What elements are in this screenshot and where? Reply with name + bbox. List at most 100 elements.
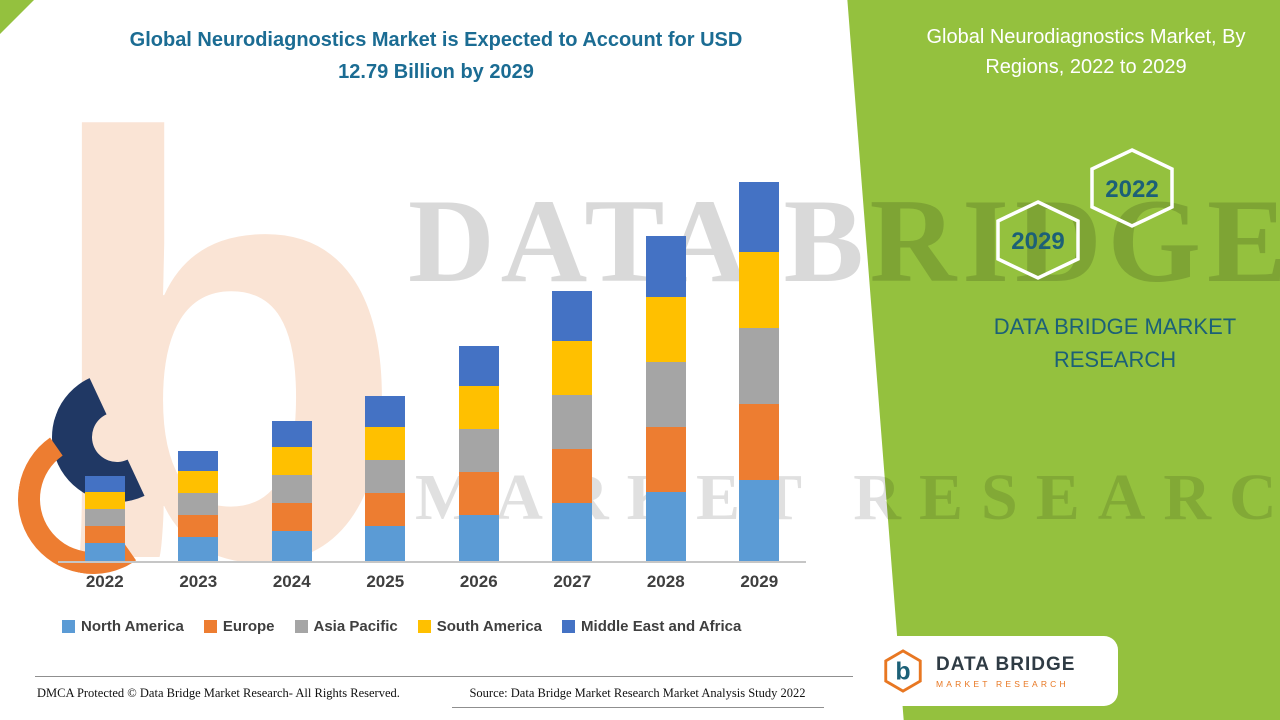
bar-column-2027 [526, 183, 620, 561]
bar-segment-south-america [271, 447, 312, 475]
bar-segment-middle-east-and-africa [365, 396, 406, 427]
footer-divider [35, 676, 853, 677]
legend-label: Middle East and Africa [581, 618, 742, 635]
bar-segment-middle-east-and-africa [271, 421, 312, 447]
x-axis-label: 2023 [179, 572, 218, 591]
dbmr-logo-icon: b [884, 649, 922, 693]
bar-column-2026 [432, 183, 526, 561]
bar-segment-north-america [739, 480, 780, 561]
year-badge-2029: 2029 [1011, 228, 1064, 255]
x-axis-label: 2025 [366, 572, 405, 591]
bar-segment-europe [178, 515, 219, 537]
legend-label: South America [436, 618, 543, 635]
legend-item: Europe [203, 618, 275, 635]
legend-item: South America [417, 618, 543, 635]
chart-title-line1: Global Neurodiagnostics Market is Expect… [129, 29, 743, 51]
stacked-bar-2027 [552, 291, 593, 561]
legend-swatch [294, 620, 308, 633]
bar-segment-europe [645, 427, 686, 492]
chart-title-line2: 12.79 Billion by 2029 [338, 61, 534, 83]
logo-title: DATA BRIDGE [936, 653, 1076, 675]
year-badge-2022: 2022 [1105, 176, 1158, 203]
bar-segment-asia-pacific [552, 395, 593, 449]
bar-segment-middle-east-and-africa [645, 236, 686, 297]
legend-swatch [562, 620, 576, 633]
legend-item: Asia Pacific [294, 618, 398, 635]
bar-segment-europe [271, 503, 312, 531]
stacked-bar-2028 [645, 236, 686, 561]
stacked-bar-2022 [84, 476, 125, 561]
legend-label: Europe [222, 618, 275, 635]
legend-item: North America [62, 618, 184, 635]
x-axis-label: 2028 [646, 572, 685, 591]
bar-segment-south-america [365, 427, 406, 460]
x-axis-label: 2027 [553, 572, 592, 591]
source-note: Source: Data Bridge Market Research Mark… [469, 686, 806, 700]
bar-column-2023 [152, 183, 246, 561]
bar-column-2022 [58, 183, 152, 561]
bar-segment-north-america [84, 543, 125, 561]
logo-letter: b [895, 658, 910, 686]
bar-column-2029 [713, 182, 807, 561]
stacked-bar-2026 [458, 346, 499, 561]
bar-column-2028 [619, 183, 713, 561]
chart-title: Global Neurodiagnostics Market is Expect… [60, 24, 812, 88]
bar-segment-asia-pacific [178, 493, 219, 515]
bar-segment-south-america [552, 341, 593, 395]
bar-segment-north-america [645, 492, 686, 561]
hexagon-2029 [996, 200, 1080, 280]
brand-name: DATA BRIDGE MARKET RESEARCH [993, 314, 1237, 372]
bar-segment-middle-east-and-africa [552, 291, 593, 341]
stacked-bar-2024 [271, 421, 312, 561]
bar-segment-middle-east-and-africa [739, 182, 780, 252]
bar-segment-north-america [458, 515, 499, 561]
bar-segment-middle-east-and-africa [84, 476, 125, 492]
bar-segment-europe [739, 404, 780, 480]
bar-segment-north-america [178, 537, 219, 561]
bar-segment-europe [84, 526, 125, 543]
bar-column-2024 [245, 183, 339, 561]
bar-segment-asia-pacific [365, 460, 406, 493]
dbmr-logo-card: b DATA BRIDGE MARKET RESEARCH [866, 636, 1118, 706]
logo-text: DATA BRIDGE MARKET RESEARCH [936, 654, 1075, 689]
bar-segment-north-america [365, 526, 406, 561]
bar-segment-south-america [645, 297, 686, 362]
stacked-bar-2023 [178, 451, 219, 561]
bar-segment-north-america [552, 503, 593, 561]
source-underline [452, 707, 824, 708]
x-axis-label: 2026 [459, 572, 498, 591]
bar-segment-asia-pacific [458, 429, 499, 472]
stacked-bar-chart: 2022 2023 2024 2025 2026 2027 2028 2029 [58, 182, 807, 592]
legend: North America Europe Asia Pacific South Ame… [62, 618, 741, 635]
bar-segment-south-america [739, 252, 780, 328]
bar-segment-middle-east-and-africa [458, 346, 499, 386]
dmca-notice: DMCA Protected © Data Bridge Market Rese… [37, 686, 400, 700]
bar-segment-asia-pacific [739, 328, 780, 404]
year-badges: 2022 2029 [996, 148, 1174, 280]
x-axis-label: 2022 [85, 572, 124, 591]
bar-segment-europe [365, 493, 406, 526]
bar-segment-europe [552, 449, 593, 503]
stacked-bar-2025 [365, 396, 406, 561]
bar-segment-south-america [458, 386, 499, 429]
stacked-bar-2029 [739, 182, 780, 561]
x-axis-label: 2024 [272, 572, 311, 591]
bar-column-2025 [339, 183, 433, 561]
corner-accent [0, 0, 34, 34]
x-axis-label: 2029 [740, 572, 779, 591]
legend-swatch [417, 620, 431, 633]
bar-segment-north-america [271, 531, 312, 561]
bar-segment-south-america [178, 471, 219, 493]
legend-swatch [203, 620, 217, 633]
bar-segment-asia-pacific [84, 509, 125, 526]
bar-segment-europe [458, 472, 499, 515]
bar-segment-asia-pacific [645, 362, 686, 427]
logo-hexagon [884, 649, 922, 693]
legend-label: Asia Pacific [313, 618, 398, 635]
bar-segment-asia-pacific [271, 475, 312, 503]
hexagon-2022 [1090, 148, 1174, 228]
logo-subtitle: MARKET RESEARCH [936, 678, 1069, 689]
bar-segment-south-america [84, 492, 125, 509]
